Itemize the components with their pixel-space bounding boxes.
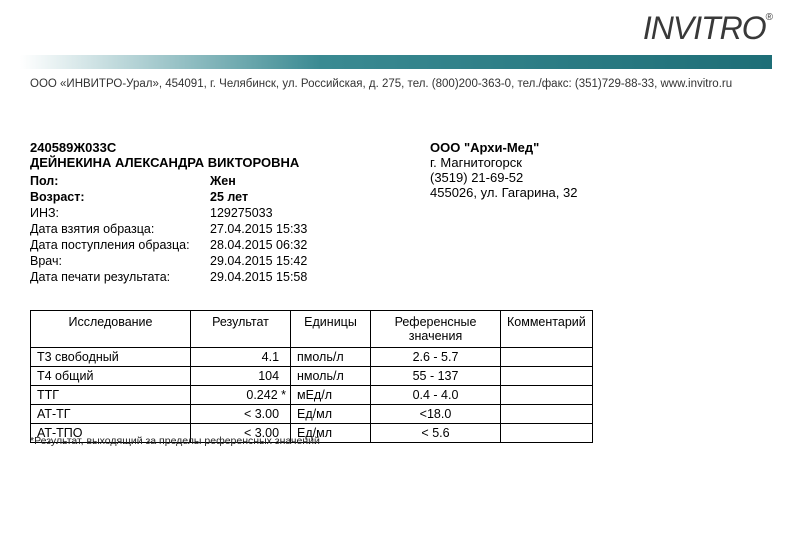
cell-comment [501,367,593,386]
clinic-name: ООО "Архи-Мед" [430,140,730,155]
field-label: ИНЗ: [30,206,210,220]
clinic-address: 455026, ул. Гагарина, 32 [430,185,730,200]
field-label: Возраст: [30,190,210,204]
footnote: *Результат, выходящий за пределы референ… [30,435,320,447]
th-units: Единицы [291,311,371,348]
field-value: 29.04.2015 15:58 [210,270,307,284]
cell-comment [501,424,593,443]
logo: INVITRO® [643,10,772,47]
patient-field: Пол:Жен [30,174,450,188]
cell-result: 104 [191,367,291,386]
cell-comment [501,386,593,405]
field-value: 29.04.2015 15:42 [210,254,307,268]
clinic-block: ООО "Архи-Мед" г. Магнитогорск (3519) 21… [430,140,730,200]
patient-fields: Пол:ЖенВозраст:25 летИНЗ:129275033Дата в… [30,174,450,284]
cell-units: нмоль/л [291,367,371,386]
patient-name: ДЕЙНЕКИНА АЛЕКСАНДРА ВИКТОРОВНА [30,155,450,170]
field-value: 129275033 [210,206,273,220]
clinic-phone: (3519) 21-69-52 [430,170,730,185]
header-bar [20,55,772,69]
patient-field: Возраст:25 лет [30,190,450,204]
table-header-row: Исследование Результат Единицы Референсн… [31,311,593,348]
cell-test: ТТГ [31,386,191,405]
field-label: Врач: [30,254,210,268]
cell-ref: 55 - 137 [371,367,501,386]
field-value: Жен [210,174,236,188]
patient-field: ИНЗ:129275033 [30,206,450,220]
field-value: 25 лет [210,190,248,204]
field-value: 27.04.2015 15:33 [210,222,307,236]
table-row: ТТГ0.242 *мЕд/л0.4 - 4.0 [31,386,593,405]
cell-units: Ед/мл [291,405,371,424]
cell-result: 4.1 [191,348,291,367]
logo-main: INVITRO [643,10,766,46]
logo-registered: ® [766,12,772,23]
cell-result: < 3.00 [191,405,291,424]
table-row: АТ-ТГ< 3.00 Ед/мл<18.0 [31,405,593,424]
field-label: Пол: [30,174,210,188]
cell-ref: 2.6 - 5.7 [371,348,501,367]
cell-ref: <18.0 [371,405,501,424]
th-comment: Комментарий [501,311,593,348]
clinic-city: г. Магнитогорск [430,155,730,170]
cell-test: Т3 свободный [31,348,191,367]
cell-test: АТ-ТГ [31,405,191,424]
logo-text: INVITRO® [643,10,772,46]
table-row: Т3 свободный4.1 пмоль/л2.6 - 5.7 [31,348,593,367]
patient-code: 240589Ж033С [30,140,450,155]
th-result: Результат [191,311,291,348]
patient-field: Дата печати результата:29.04.2015 15:58 [30,270,450,284]
th-ref: Референсные значения [371,311,501,348]
patient-field: Врач:29.04.2015 15:42 [30,254,450,268]
results-table: Исследование Результат Единицы Референсн… [30,310,593,443]
field-label: Дата печати результата: [30,270,210,284]
table-row: Т4 общий104 нмоль/л55 - 137 [31,367,593,386]
field-label: Дата взятия образца: [30,222,210,236]
cell-result: 0.242 * [191,386,291,405]
patient-info: 240589Ж033С ДЕЙНЕКИНА АЛЕКСАНДРА ВИКТОРО… [30,140,450,286]
cell-comment [501,405,593,424]
cell-units: пмоль/л [291,348,371,367]
field-label: Дата поступления образца: [30,238,210,252]
cell-test: Т4 общий [31,367,191,386]
patient-field: Дата взятия образца:27.04.2015 15:33 [30,222,450,236]
cell-ref: < 5.6 [371,424,501,443]
cell-comment [501,348,593,367]
cell-ref: 0.4 - 4.0 [371,386,501,405]
cell-units: мЕд/л [291,386,371,405]
field-value: 28.04.2015 06:32 [210,238,307,252]
th-test: Исследование [31,311,191,348]
contact-line: ООО «ИНВИТРО-Урал», 454091, г. Челябинск… [30,78,772,90]
patient-field: Дата поступления образца:28.04.2015 06:3… [30,238,450,252]
